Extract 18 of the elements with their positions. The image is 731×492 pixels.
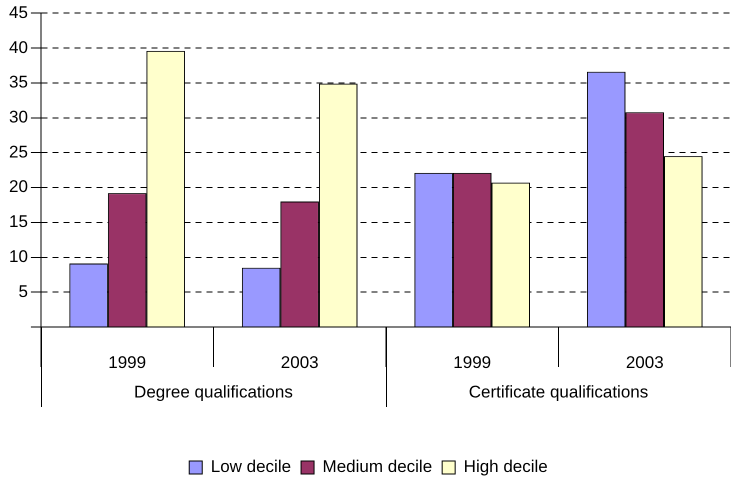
legend-label: Medium decile xyxy=(322,457,432,476)
x-tick-label: 1999 xyxy=(453,352,492,372)
legend-label: High decile xyxy=(464,457,548,476)
text: Certificate qualifications xyxy=(468,382,648,402)
y-tick-label: 40 xyxy=(8,38,28,57)
y-tick-label: 30 xyxy=(8,107,28,126)
y-tick-label: 25 xyxy=(8,142,28,162)
y-tick-label: 20 xyxy=(8,177,28,196)
legend-label: Low decile xyxy=(210,457,292,476)
x-tick-label: 2003 xyxy=(280,352,319,372)
y-tick-label: 15 xyxy=(8,212,28,232)
x-tick-label: 2003 xyxy=(626,352,664,372)
y-tick-label: 45 xyxy=(8,2,28,22)
text: Degree qualifications xyxy=(134,382,293,402)
y-tick-label: 10 xyxy=(8,246,28,266)
y-tick-label: 5 xyxy=(18,282,28,301)
x-tick-label: 1999 xyxy=(108,352,146,372)
y-tick-label: 35 xyxy=(8,72,28,92)
